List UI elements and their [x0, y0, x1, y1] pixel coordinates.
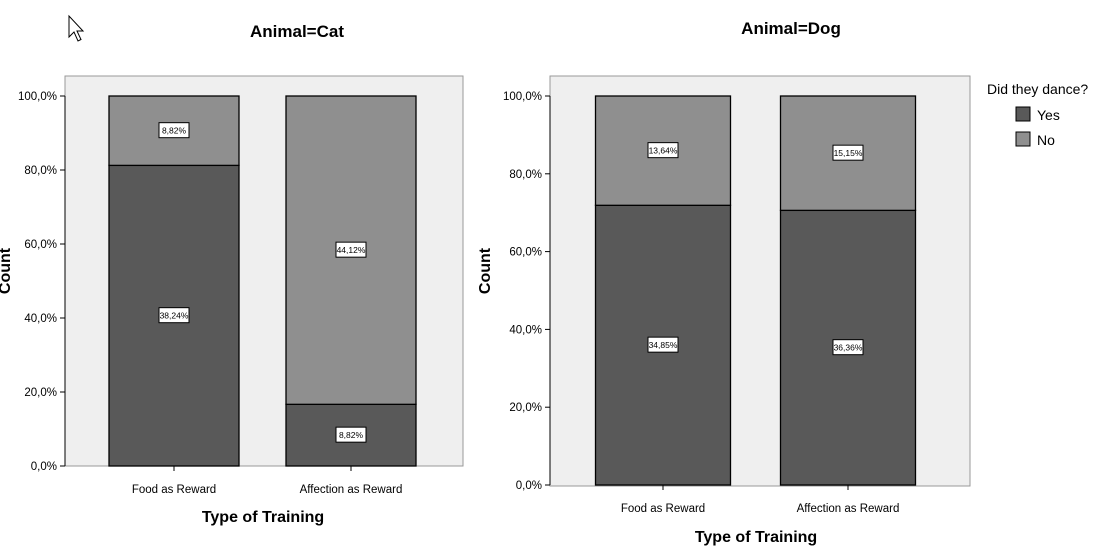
legend-swatch-no — [1015, 131, 1031, 147]
x-axis: Food as Reward Affection as Reward — [621, 485, 900, 515]
chart-panel-cat: Animal=Cat 0,0% 20,0% 40,0% 60,0% 80,0% 100,0… — [0, 22, 464, 526]
y-axis: 0,0% 20,0% 40,0% 60,0% 80,0% 100,0% — [503, 91, 551, 492]
chart-title: Animal=Cat — [250, 22, 344, 41]
y-tick-label: 60,0% — [24, 239, 57, 251]
data-label: 8,82% — [339, 430, 364, 440]
data-label-box — [335, 426, 367, 443]
x-tick-label: Affection as Reward — [300, 484, 403, 496]
y-tick-label: 20,0% — [509, 402, 542, 414]
y-tick-label: 0,0% — [516, 480, 542, 492]
data-label-box — [832, 339, 864, 356]
data-label-box — [647, 336, 679, 353]
x-axis-label: Type of Training — [202, 509, 324, 526]
y-axis: 0,0% 20,0% 40,0% 60,0% 80,0% 100,0% — [18, 91, 66, 473]
y-tick-label: 100,0% — [503, 91, 542, 103]
y-axis-label: Count — [0, 247, 14, 294]
x-tick-label: Food as Reward — [621, 503, 705, 515]
y-tick-label: 100,0% — [18, 91, 57, 103]
data-label: 44,12% — [337, 245, 366, 255]
x-axis-label: Type of Training — [695, 529, 817, 546]
data-label-box — [335, 241, 367, 258]
data-label: 34,85% — [649, 340, 678, 350]
y-axis-label: Count — [477, 247, 494, 294]
data-label: 38,24% — [160, 311, 189, 321]
chart-panel-dog: Animal=Dog 0,0% 20,0% 40,0% 60,0% 80,0% 100,0… — [477, 19, 971, 546]
data-label: 13,64% — [649, 146, 678, 156]
legend-label-yes: Yes — [1037, 107, 1060, 123]
data-label-box — [158, 307, 190, 324]
y-tick-label: 80,0% — [24, 165, 57, 177]
mouse-cursor-icon — [68, 14, 85, 42]
y-tick-label: 40,0% — [24, 313, 57, 325]
legend-label-no: No — [1037, 132, 1055, 148]
y-tick-label: 20,0% — [24, 387, 57, 399]
legend-title: Did they dance? — [987, 81, 1088, 97]
data-label: 15,15% — [834, 148, 863, 158]
x-tick-label: Affection as Reward — [797, 503, 900, 515]
data-labels: 34,85% 13,64% 36,36% 15,15% — [647, 142, 864, 356]
data-label: 36,36% — [834, 343, 863, 353]
y-tick-label: 40,0% — [509, 324, 542, 336]
data-label: 8,82% — [162, 126, 187, 136]
x-axis: Food as Reward Affection as Reward — [132, 466, 403, 496]
x-tick-label: Food as Reward — [132, 484, 216, 496]
y-tick-label: 80,0% — [509, 169, 542, 181]
legend: Did they dance? Yes No — [987, 81, 1088, 148]
chart-title: Animal=Dog — [741, 19, 841, 38]
bars — [594, 95, 917, 486]
data-label-box — [158, 122, 190, 139]
data-labels: 38,24% 8,82% 8,82% 44,12% — [158, 122, 367, 443]
y-tick-label: 60,0% — [509, 247, 542, 259]
legend-swatch-yes — [1015, 106, 1031, 122]
data-label-box — [832, 144, 864, 161]
y-tick-label: 0,0% — [31, 461, 57, 473]
data-label-box — [647, 142, 679, 159]
